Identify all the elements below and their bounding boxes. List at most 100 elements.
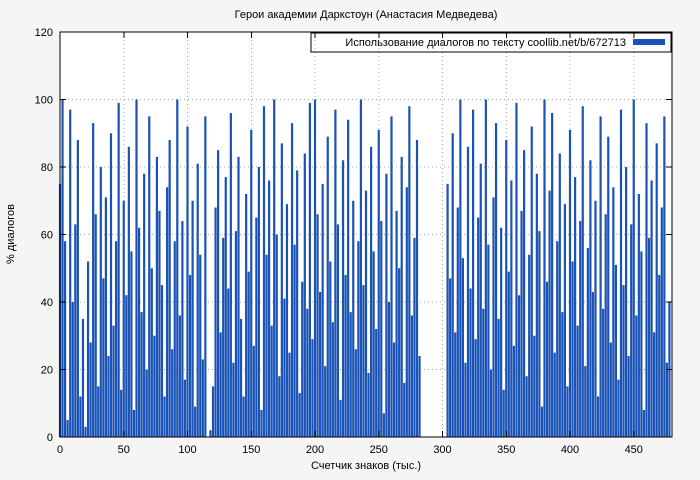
bar bbox=[528, 254, 531, 437]
bar bbox=[163, 396, 166, 437]
bar bbox=[268, 180, 271, 437]
x-axis-label: Счетчик знаков (тыс.) bbox=[311, 460, 421, 472]
bar bbox=[334, 109, 337, 438]
bar bbox=[140, 312, 143, 438]
bar bbox=[132, 410, 136, 437]
bar bbox=[563, 204, 566, 437]
bar bbox=[74, 224, 77, 438]
bar bbox=[543, 99, 546, 437]
bar bbox=[104, 197, 107, 438]
bar bbox=[81, 318, 85, 438]
bar bbox=[359, 99, 362, 437]
bar bbox=[178, 315, 181, 437]
bar bbox=[523, 150, 526, 438]
bar bbox=[245, 194, 248, 437]
bar bbox=[69, 109, 72, 438]
bar bbox=[262, 106, 266, 437]
bar bbox=[497, 318, 500, 438]
x-tick-label: 0 bbox=[57, 444, 63, 456]
bar bbox=[153, 335, 156, 437]
bar bbox=[479, 163, 482, 438]
bar bbox=[354, 349, 357, 437]
bar bbox=[512, 345, 515, 438]
bar bbox=[599, 116, 602, 438]
bar bbox=[86, 261, 90, 437]
bar bbox=[642, 410, 646, 437]
plot-border bbox=[59, 31, 673, 438]
bar bbox=[71, 302, 74, 437]
bar bbox=[579, 221, 582, 437]
bar bbox=[324, 366, 327, 438]
bar bbox=[209, 430, 212, 437]
y-tick-labels: 0 20 40 60 80 100 120 bbox=[35, 27, 53, 444]
bar bbox=[584, 366, 587, 438]
bar bbox=[217, 150, 220, 438]
bar bbox=[382, 413, 385, 438]
bar bbox=[635, 315, 638, 437]
y-tick-label: 40 bbox=[41, 297, 53, 309]
bar bbox=[370, 146, 373, 437]
bar bbox=[293, 244, 296, 438]
bar bbox=[553, 352, 556, 438]
bar bbox=[94, 214, 97, 437]
bar bbox=[125, 295, 128, 437]
bar bbox=[494, 123, 498, 438]
bar bbox=[76, 140, 79, 437]
bar bbox=[607, 136, 610, 438]
bar bbox=[630, 224, 633, 438]
bar bbox=[405, 187, 408, 437]
bar bbox=[472, 109, 475, 438]
y-tick-label: 20 bbox=[41, 365, 53, 377]
bar bbox=[250, 129, 253, 438]
bar bbox=[461, 258, 464, 438]
bar bbox=[535, 173, 538, 437]
bar bbox=[538, 231, 541, 438]
x-tick-label: 50 bbox=[118, 444, 130, 456]
bar bbox=[255, 217, 258, 437]
bar bbox=[362, 285, 365, 438]
x-tick-label: 400 bbox=[561, 444, 579, 456]
bar bbox=[313, 99, 317, 437]
bar bbox=[561, 312, 564, 438]
bar bbox=[214, 207, 217, 437]
bar bbox=[482, 308, 485, 437]
bar bbox=[285, 204, 289, 437]
bar bbox=[166, 187, 169, 437]
bar bbox=[176, 99, 179, 437]
bar bbox=[270, 325, 273, 438]
bar bbox=[117, 102, 120, 438]
bar bbox=[168, 140, 171, 437]
bar bbox=[349, 312, 352, 438]
bar bbox=[505, 140, 508, 437]
bar bbox=[352, 200, 355, 437]
bar bbox=[127, 146, 130, 437]
bar bbox=[222, 237, 225, 438]
bar bbox=[191, 200, 194, 437]
bar bbox=[273, 99, 276, 437]
x-tick-label: 350 bbox=[497, 444, 515, 456]
bar bbox=[160, 285, 164, 438]
bar bbox=[520, 210, 523, 438]
bar bbox=[377, 129, 380, 438]
bar bbox=[591, 291, 595, 438]
bar bbox=[619, 109, 623, 438]
bar bbox=[298, 393, 301, 438]
bar bbox=[344, 275, 347, 437]
bar bbox=[319, 291, 322, 438]
bar bbox=[296, 170, 299, 438]
bar bbox=[219, 332, 222, 438]
bar bbox=[658, 275, 661, 437]
bar bbox=[576, 325, 579, 438]
bar bbox=[115, 241, 118, 437]
bar bbox=[540, 406, 544, 438]
bar bbox=[239, 318, 243, 438]
bar bbox=[288, 352, 291, 438]
bar bbox=[392, 342, 396, 437]
bar bbox=[237, 156, 240, 438]
bar bbox=[234, 231, 238, 438]
legend: Использование диалогов по тексту coollib… bbox=[310, 32, 672, 53]
bar bbox=[548, 190, 551, 437]
bar bbox=[181, 221, 184, 437]
bar bbox=[525, 376, 528, 437]
bar bbox=[594, 200, 597, 437]
